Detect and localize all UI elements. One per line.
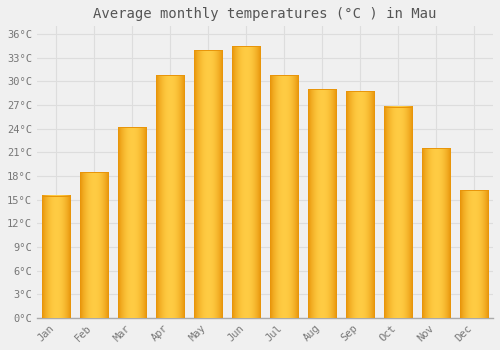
- Bar: [80, 172, 108, 318]
- Bar: [42, 196, 70, 318]
- Bar: [232, 46, 260, 318]
- Bar: [384, 107, 412, 318]
- Bar: [384, 107, 412, 318]
- Bar: [232, 46, 260, 318]
- Bar: [346, 91, 374, 318]
- Bar: [346, 91, 374, 318]
- Bar: [194, 50, 222, 318]
- Bar: [422, 148, 450, 318]
- Bar: [270, 75, 298, 318]
- Bar: [308, 89, 336, 318]
- Bar: [156, 75, 184, 318]
- Bar: [42, 196, 70, 318]
- Bar: [156, 75, 184, 318]
- Bar: [118, 127, 146, 318]
- Bar: [194, 50, 222, 318]
- Bar: [422, 148, 450, 318]
- Bar: [270, 75, 298, 318]
- Bar: [80, 172, 108, 318]
- Title: Average monthly temperatures (°C ) in Mau: Average monthly temperatures (°C ) in Ma…: [93, 7, 436, 21]
- Bar: [460, 190, 488, 318]
- Bar: [118, 127, 146, 318]
- Bar: [460, 190, 488, 318]
- Bar: [308, 89, 336, 318]
